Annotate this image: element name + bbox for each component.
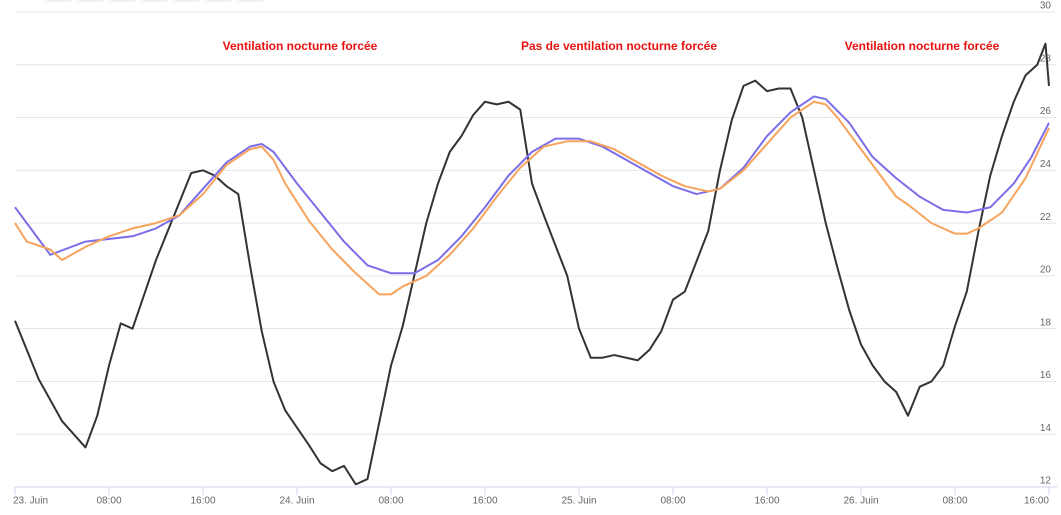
- range-button[interactable]: [78, 0, 104, 2]
- y-tick-label: 26: [1040, 106, 1052, 117]
- range-button[interactable]: [110, 0, 136, 2]
- y-tick-label: 24: [1040, 159, 1052, 170]
- x-tick-label: 23. Juin: [13, 496, 48, 507]
- range-buttons: [46, 0, 264, 2]
- x-tick-label: 08:00: [96, 496, 121, 507]
- range-button[interactable]: [238, 0, 264, 2]
- y-tick-label: 20: [1040, 265, 1052, 276]
- x-tick-label: 16:00: [754, 496, 779, 507]
- x-tick-label: 08:00: [378, 496, 403, 507]
- y-tick-label: 30: [1040, 1, 1052, 12]
- y-tick-label: 28: [1040, 53, 1052, 64]
- series-line: [14, 100, 1050, 296]
- y-tick-label: 12: [1040, 476, 1052, 487]
- annotation: Ventilation nocturne forcée: [845, 39, 1000, 53]
- x-tick-label: 08:00: [660, 496, 685, 507]
- range-button[interactable]: [174, 0, 200, 2]
- x-tick-label: 16:00: [472, 496, 497, 507]
- y-tick-label: 22: [1040, 212, 1052, 223]
- series-line: [14, 95, 1050, 275]
- y-tick-label: 18: [1040, 317, 1052, 328]
- range-button[interactable]: [142, 0, 168, 2]
- range-button[interactable]: [46, 0, 72, 2]
- range-button[interactable]: [206, 0, 232, 2]
- y-tick-label: 16: [1040, 370, 1052, 381]
- x-tick-label: 25. Juin: [561, 496, 596, 507]
- x-tick-label: 16:00: [1024, 496, 1049, 507]
- x-tick-label: 24. Juin: [279, 496, 314, 507]
- annotation: Pas de ventilation nocturne forcée: [521, 39, 717, 53]
- x-tick-label: 08:00: [942, 496, 967, 507]
- x-tick-label: 16:00: [190, 496, 215, 507]
- x-tick-label: 26. Juin: [843, 496, 878, 507]
- series-line: [14, 42, 1050, 486]
- annotation: Ventilation nocturne forcée: [223, 39, 378, 53]
- y-tick-label: 14: [1040, 423, 1052, 434]
